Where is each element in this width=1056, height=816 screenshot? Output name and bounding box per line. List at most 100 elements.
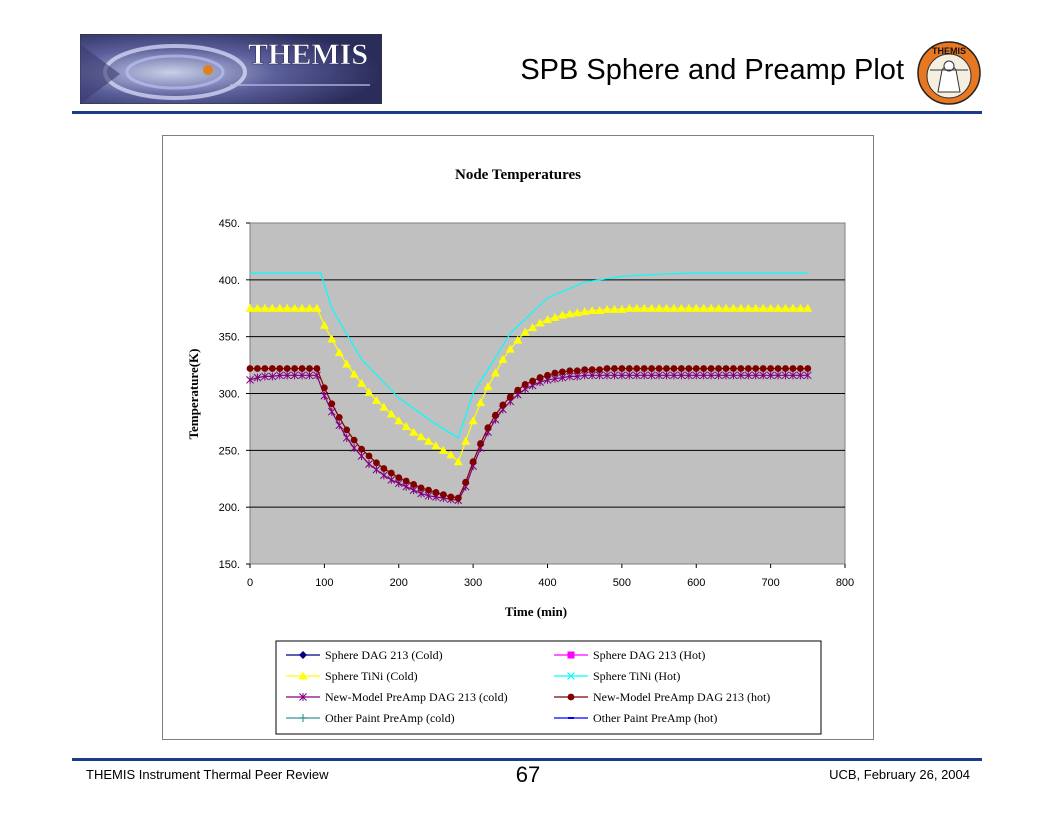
series-sphere-tini-hot xyxy=(250,272,808,439)
data-point xyxy=(655,371,663,380)
data-point xyxy=(782,365,789,372)
legend-label: Other Paint PreAmp (cold) xyxy=(325,711,455,725)
data-point xyxy=(275,303,285,312)
data-point xyxy=(640,365,648,372)
data-point xyxy=(282,303,292,312)
data-point xyxy=(558,368,566,376)
data-point xyxy=(365,452,373,460)
y-tick-label: 400. xyxy=(219,275,240,287)
data-point xyxy=(291,365,299,372)
data-point xyxy=(334,348,344,357)
data-point xyxy=(447,493,455,501)
data-point xyxy=(670,371,678,380)
data-point xyxy=(736,303,746,312)
data-point xyxy=(751,303,761,312)
data-point xyxy=(536,374,544,381)
x-axis-label: Time (min) xyxy=(505,604,567,619)
legend-item: Sphere TiNi (Cold) xyxy=(286,669,418,683)
data-point xyxy=(312,303,322,312)
data-point xyxy=(632,303,642,312)
data-point xyxy=(327,407,336,416)
legend-item: New-Model PreAmp DAG 213 (cold) xyxy=(286,690,508,704)
data-point xyxy=(737,365,745,372)
data-point xyxy=(796,365,804,372)
data-point xyxy=(766,371,775,380)
data-point xyxy=(349,369,359,378)
data-point xyxy=(299,714,307,722)
data-point xyxy=(729,371,738,380)
legend-item: Sphere DAG 213 (Hot) xyxy=(554,648,705,662)
data-point xyxy=(789,365,797,372)
data-point xyxy=(663,365,670,372)
data-point xyxy=(788,303,798,312)
data-point xyxy=(513,335,523,344)
data-point xyxy=(327,334,337,343)
data-point xyxy=(521,381,529,388)
data-point xyxy=(380,471,388,480)
data-point xyxy=(691,303,701,312)
data-point xyxy=(260,303,270,312)
data-point xyxy=(299,651,307,659)
data-point xyxy=(477,440,484,447)
data-point xyxy=(298,365,306,372)
data-point xyxy=(276,365,284,372)
data-point xyxy=(737,371,745,380)
chart-legend: Sphere DAG 213 (Cold) Sphere DAG 213 (Hot… xyxy=(275,640,822,735)
data-point xyxy=(268,372,277,381)
data-point xyxy=(715,365,722,372)
footer-rule xyxy=(72,758,982,761)
chart-frame: Node Temperatures 150. 200. 250. 300. 350. 40… xyxy=(162,135,874,740)
data-point xyxy=(603,371,611,380)
node-temperatures-chart: Node Temperatures 150. 200. 250. 300. 350. 40… xyxy=(186,167,854,735)
x-tick-label: 100 xyxy=(315,577,333,589)
data-point xyxy=(342,433,351,442)
data-point xyxy=(728,303,738,312)
data-point xyxy=(357,378,367,387)
data-point xyxy=(781,303,790,312)
data-point xyxy=(692,371,701,380)
data-point xyxy=(402,477,410,485)
data-point xyxy=(743,303,753,312)
data-point xyxy=(699,303,709,312)
data-point xyxy=(468,416,478,425)
data-point xyxy=(253,373,262,382)
data-point xyxy=(581,366,589,374)
logo-wordmark: THEMIS xyxy=(248,38,368,71)
legend-label: Sphere TiNi (Hot) xyxy=(593,669,680,683)
data-point xyxy=(417,484,425,492)
data-point xyxy=(267,303,277,312)
data-point xyxy=(424,436,433,445)
data-point xyxy=(714,371,723,380)
data-point xyxy=(766,303,776,312)
data-point xyxy=(387,469,395,477)
data-point xyxy=(610,371,619,380)
data-point xyxy=(454,494,462,502)
legend-label: New-Model PreAmp DAG 213 (cold) xyxy=(325,690,508,704)
data-point xyxy=(514,386,522,394)
header-rule xyxy=(72,111,982,114)
y-tick-label: 200. xyxy=(219,502,240,514)
data-point xyxy=(462,478,470,486)
data-point xyxy=(313,365,321,372)
data-point xyxy=(774,371,782,380)
data-point xyxy=(596,366,603,374)
data-point xyxy=(633,365,641,372)
data-point xyxy=(254,365,261,372)
themis-seal: THEMIS xyxy=(916,40,982,106)
x-tick-label: 400 xyxy=(538,577,556,589)
data-point xyxy=(484,424,492,431)
data-point xyxy=(380,465,388,472)
legend-label: New-Model PreAmp DAG 213 (hot) xyxy=(593,690,770,704)
data-point xyxy=(648,365,656,372)
data-point xyxy=(416,432,426,441)
data-point xyxy=(535,318,545,327)
data-point xyxy=(744,371,753,380)
data-point xyxy=(730,365,737,372)
series-line xyxy=(249,374,808,501)
data-point xyxy=(357,452,366,461)
data-point xyxy=(706,303,716,312)
data-point xyxy=(498,354,508,363)
footer-venue-date: UCB, February 26, 2004 xyxy=(829,767,970,782)
data-point xyxy=(572,308,582,317)
legend-item: Other Paint PreAmp (cold) xyxy=(286,711,455,725)
